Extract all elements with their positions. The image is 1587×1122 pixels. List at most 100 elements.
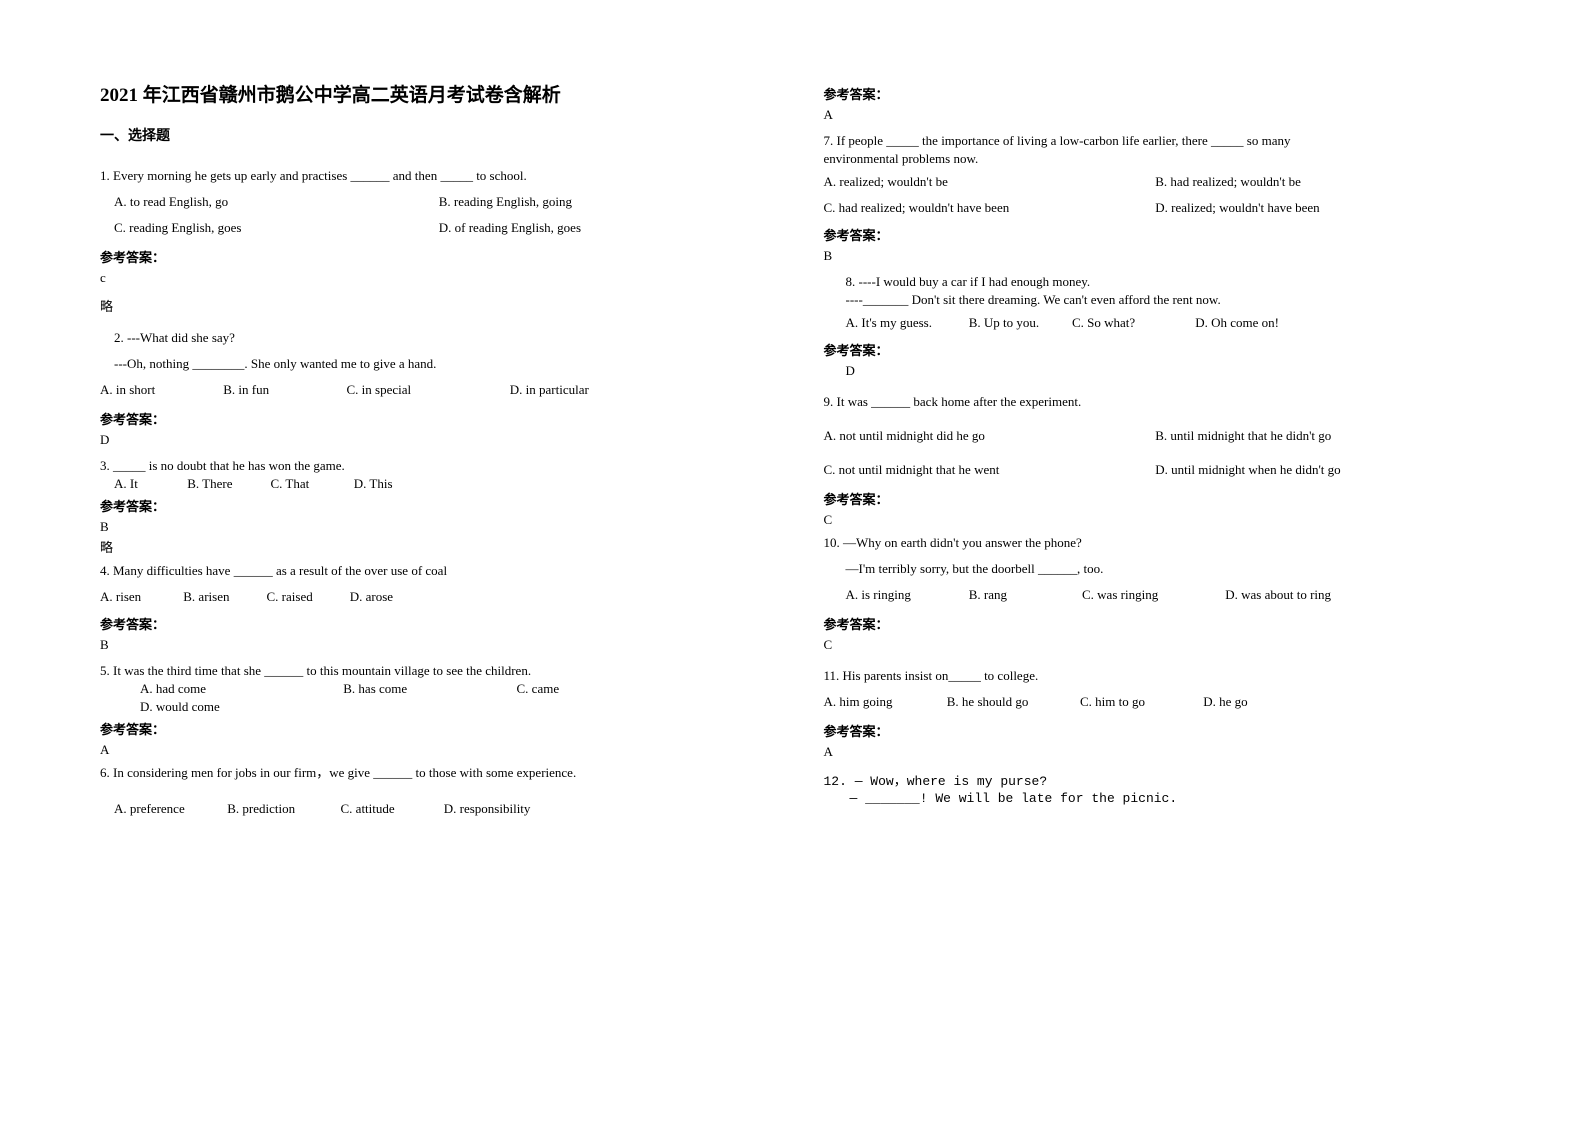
question-5: 5. It was the third time that she ______… <box>100 663 764 715</box>
q1-answer-label: 参考答案： <box>100 247 764 266</box>
q2-opt-a: A. in short <box>100 377 220 403</box>
q11-answer: A <box>824 744 1488 760</box>
q10-answer: C <box>824 637 1488 653</box>
q4-text: 4. Many difficulties have ______ as a re… <box>100 558 764 584</box>
question-12: 12. — Wow，where is my purse? — _______! … <box>824 770 1488 806</box>
q10-answer-label: 参考答案： <box>824 614 1488 633</box>
q5-answer: A <box>100 742 764 758</box>
q4-opt-c: C. raised <box>267 584 347 610</box>
q8-line1: 8. ----I would buy a car if I had enough… <box>824 274 1488 290</box>
q6-opt-d: D. responsibility <box>444 796 531 822</box>
q4-opt-a: A. risen <box>100 584 180 610</box>
question-4: 4. Many difficulties have ______ as a re… <box>100 558 764 610</box>
q9-answer-label: 参考答案： <box>824 489 1488 508</box>
question-11: 11. His parents insist on_____ to colleg… <box>824 663 1488 715</box>
question-2: 2. ---What did she say? ---Oh, nothing _… <box>100 325 764 403</box>
q3-opt-c: C. That <box>271 476 351 492</box>
q6-answer-label-r: 参考答案： <box>824 84 1488 103</box>
q8-opt-d: D. Oh come on! <box>1195 310 1279 336</box>
q8-opt-b: B. Up to you. <box>969 310 1069 336</box>
q8-opt-c: C. So what? <box>1072 310 1192 336</box>
q10-opt-c: C. was ringing <box>1082 582 1222 608</box>
q2-line2: ---Oh, nothing ________. She only wanted… <box>100 351 764 377</box>
q5-opt-d: D. would come <box>100 699 764 715</box>
q5-opt-a: A. had come <box>140 681 340 697</box>
q2-answer-label: 参考答案： <box>100 409 764 428</box>
q8-opt-a: A. It's my guess. <box>846 310 966 336</box>
q5-opt-c: C. came <box>517 681 560 697</box>
q7-opt-a: A. realized; wouldn't be <box>824 169 1156 195</box>
q7-opt-b: B. had realized; wouldn't be <box>1155 169 1487 195</box>
q7-answer: B <box>824 248 1488 264</box>
q1-opt-a: A. to read English, go <box>114 189 439 215</box>
q7-line1: 7. If people _____ the importance of liv… <box>824 133 1488 149</box>
q1-opt-c: C. reading English, goes <box>114 215 439 241</box>
q10-opt-b: B. rang <box>969 582 1079 608</box>
q6-text: 6. In considering men for jobs in our fi… <box>100 760 764 786</box>
q11-answer-label: 参考答案： <box>824 721 1488 740</box>
q10-opt-d: D. was about to ring <box>1225 582 1331 608</box>
q9-text: 9. It was ______ back home after the exp… <box>824 389 1488 415</box>
q1-answer: c <box>100 270 764 286</box>
q7-opt-d: D. realized; wouldn't have been <box>1155 195 1487 221</box>
q11-text: 11. His parents insist on_____ to colleg… <box>824 663 1488 689</box>
q9-answer: C <box>824 512 1488 528</box>
q11-opt-a: A. him going <box>824 689 944 715</box>
q6-opt-c: C. attitude <box>341 796 441 822</box>
q3-opt-b: B. There <box>187 476 267 492</box>
q3-answer-label: 参考答案： <box>100 496 764 515</box>
left-column: 2021 年江西省赣州市鹅公中学高二英语月考试卷含解析 一、选择题 1. Eve… <box>100 80 764 824</box>
q1-opt-b: B. reading English, going <box>439 189 764 215</box>
q7-answer-label: 参考答案： <box>824 225 1488 244</box>
q11-opt-c: C. him to go <box>1080 689 1200 715</box>
q3-answer: B <box>100 519 764 535</box>
q1-text: 1. Every morning he gets up early and pr… <box>100 163 764 189</box>
q2-opt-c: C. in special <box>347 377 507 403</box>
q12-line2: — _______! We will be late for the picni… <box>824 791 1488 806</box>
q3-opt-a: A. It <box>114 476 184 492</box>
q12-line1: 12. — Wow，where is my purse? <box>824 770 1488 789</box>
q4-opt-d: D. arose <box>350 584 393 610</box>
q9-opt-a: A. not until midnight did he go <box>824 423 1156 449</box>
question-6: 6. In considering men for jobs in our fi… <box>100 760 764 822</box>
q11-opt-d: D. he go <box>1203 689 1247 715</box>
q4-opt-b: B. arisen <box>183 584 263 610</box>
section-header: 一、选择题 <box>100 125 764 145</box>
q8-answer-label: 参考答案： <box>824 340 1488 359</box>
q9-opt-d: D. until midnight when he didn't go <box>1155 457 1487 483</box>
q6-opt-a: A. preference <box>114 796 224 822</box>
q11-opt-b: B. he should go <box>947 689 1077 715</box>
page-container: 2021 年江西省赣州市鹅公中学高二英语月考试卷含解析 一、选择题 1. Eve… <box>100 80 1487 824</box>
q10-opt-a: A. is ringing <box>846 582 966 608</box>
q3-omit: 略 <box>100 537 764 556</box>
question-7: 7. If people _____ the importance of liv… <box>824 133 1488 221</box>
q10-line2: —I'm terribly sorry, but the doorbell __… <box>824 556 1488 582</box>
q6-answer: A <box>824 107 1488 123</box>
q4-answer-label: 参考答案： <box>100 614 764 633</box>
q2-opt-d: D. in particular <box>510 377 589 403</box>
q7-opt-c: C. had realized; wouldn't have been <box>824 195 1156 221</box>
q7-line2: environmental problems now. <box>824 151 1488 167</box>
q8-answer: D <box>824 363 1488 379</box>
q5-opt-b: B. has come <box>343 681 513 697</box>
question-9: 9. It was ______ back home after the exp… <box>824 389 1488 483</box>
q5-text: 5. It was the third time that she ______… <box>100 663 764 679</box>
q2-answer: D <box>100 432 764 448</box>
question-8: 8. ----I would buy a car if I had enough… <box>824 274 1488 336</box>
q5-answer-label: 参考答案： <box>100 719 764 738</box>
page-title: 2021 年江西省赣州市鹅公中学高二英语月考试卷含解析 <box>100 80 764 107</box>
q9-opt-b: B. until midnight that he didn't go <box>1155 423 1487 449</box>
q9-opt-c: C. not until midnight that he went <box>824 457 1156 483</box>
q3-opt-d: D. This <box>354 476 393 492</box>
q1-opt-d: D. of reading English, goes <box>439 215 764 241</box>
right-column: 参考答案： A 7. If people _____ the importanc… <box>824 80 1488 824</box>
question-3: 3. _____ is no doubt that he has won the… <box>100 458 764 492</box>
q10-line1: 10. —Why on earth didn't you answer the … <box>824 530 1488 556</box>
question-10: 10. —Why on earth didn't you answer the … <box>824 530 1488 608</box>
q6-opt-b: B. prediction <box>227 796 337 822</box>
q2-line1: 2. ---What did she say? <box>100 325 764 351</box>
q8-line2: ----_______ Don't sit there dreaming. We… <box>824 292 1488 308</box>
q1-omit: 略 <box>100 296 764 315</box>
q2-opt-b: B. in fun <box>223 377 343 403</box>
q4-answer: B <box>100 637 764 653</box>
